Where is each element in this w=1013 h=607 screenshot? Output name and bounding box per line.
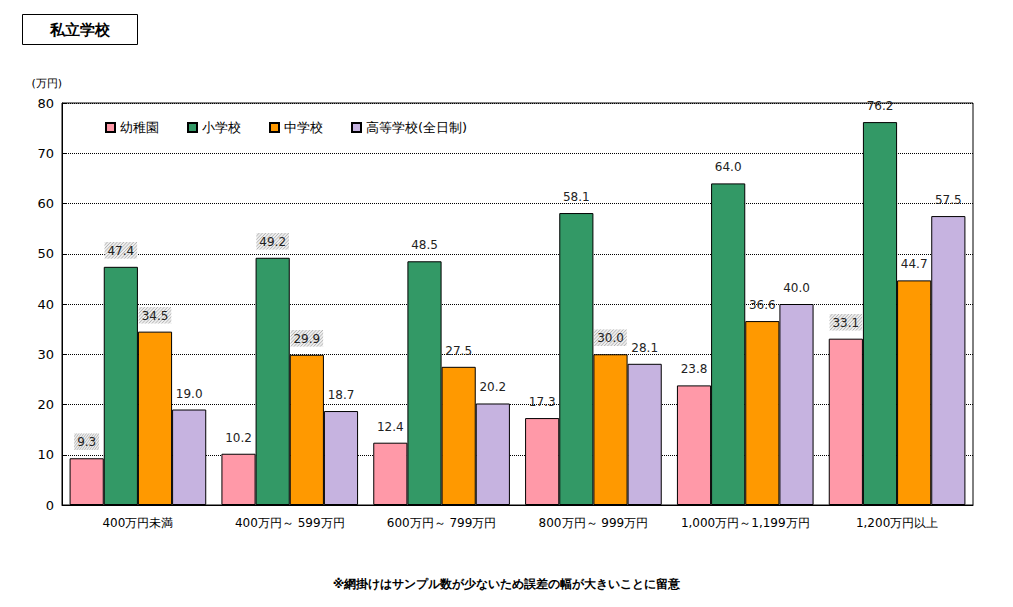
svg-text:28.1: 28.1 [631,341,658,355]
svg-text:私立学校: 私立学校 [49,21,111,39]
svg-text:中学校: 中学校 [284,120,323,135]
svg-text:27.5: 27.5 [445,344,472,358]
svg-text:58.1: 58.1 [563,190,590,204]
svg-text:49.2: 49.2 [259,235,286,249]
svg-text:小学校: 小学校 [202,120,241,135]
svg-text:※網掛けはサンプル数が少ないため誤差の幅が大きいことに留意: ※網掛けはサンプル数が少ないため誤差の幅が大きいことに留意 [333,577,682,591]
svg-text:10: 10 [37,447,54,462]
svg-text:(万円): (万円) [31,77,62,90]
svg-text:44.7: 44.7 [901,257,928,271]
svg-text:30.0: 30.0 [597,331,624,345]
svg-text:30: 30 [37,347,54,362]
svg-text:64.0: 64.0 [715,160,742,174]
svg-text:34.5: 34.5 [142,309,169,323]
svg-text:50: 50 [37,246,54,261]
svg-text:0: 0 [46,498,54,513]
svg-text:9.3: 9.3 [77,435,96,449]
svg-text:600万円～ 799万円: 600万円～ 799万円 [387,516,497,530]
svg-text:20.2: 20.2 [479,380,506,394]
svg-text:10.2: 10.2 [225,431,252,445]
svg-text:60: 60 [37,196,54,211]
svg-text:1,200万円以上: 1,200万円以上 [856,516,938,530]
svg-text:48.5: 48.5 [411,238,438,252]
svg-text:400万円未満: 400万円未満 [102,516,173,530]
svg-text:70: 70 [37,146,54,161]
svg-text:17.3: 17.3 [529,395,556,409]
svg-text:29.9: 29.9 [293,332,320,346]
svg-text:800万円～ 999万円: 800万円～ 999万円 [539,516,649,530]
svg-text:1,000万円～1,199万円: 1,000万円～1,199万円 [681,516,810,530]
svg-text:400万円～ 599万円: 400万円～ 599万円 [235,516,345,530]
svg-text:20: 20 [37,397,54,412]
svg-text:33.1: 33.1 [832,316,859,330]
svg-text:47.4: 47.4 [107,244,134,258]
svg-text:57.5: 57.5 [935,193,962,207]
svg-text:高等学校(全日制): 高等学校(全日制) [366,120,467,135]
svg-text:19.0: 19.0 [176,387,203,401]
svg-text:23.8: 23.8 [681,362,708,376]
svg-text:40: 40 [37,297,54,312]
svg-text:幼稚園: 幼稚園 [120,120,159,135]
svg-text:40.0: 40.0 [783,281,810,295]
svg-text:12.4: 12.4 [377,420,404,434]
svg-text:76.2: 76.2 [867,99,894,113]
svg-text:36.6: 36.6 [749,298,776,312]
svg-text:18.7: 18.7 [328,388,355,402]
svg-text:80: 80 [37,96,54,111]
